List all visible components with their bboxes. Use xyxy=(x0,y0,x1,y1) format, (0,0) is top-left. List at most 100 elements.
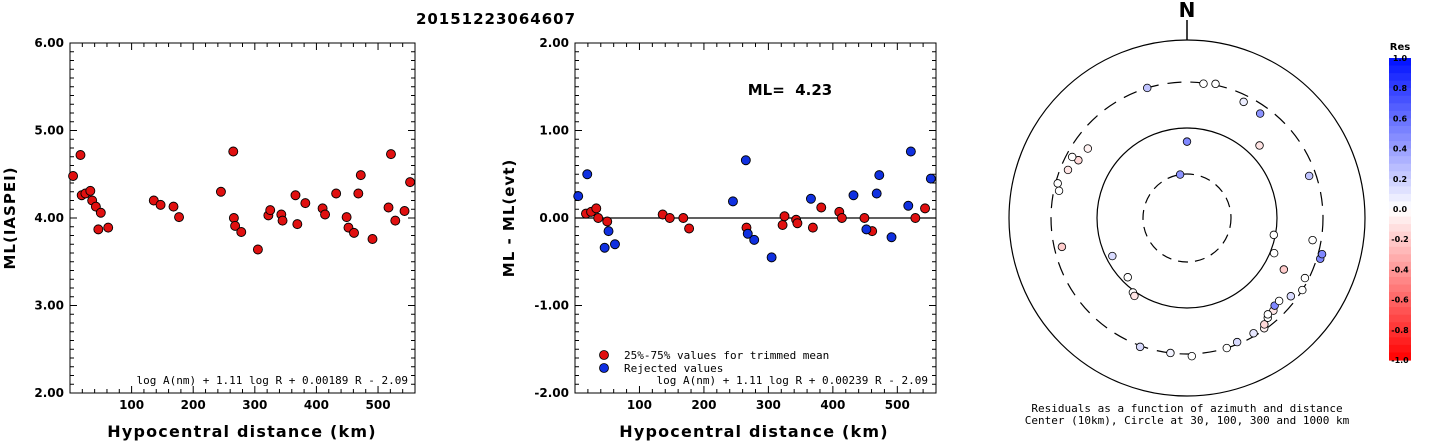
tick-layer: 100 200 300 400 500 -2.00 -1.00 0.00 1.00 2.00 xyxy=(534,36,937,412)
data-point xyxy=(353,188,364,199)
points-layer xyxy=(573,146,936,263)
colorbar-title: Res xyxy=(1390,42,1410,53)
data-point xyxy=(290,190,301,201)
ml-annotation: ML= 4.23 xyxy=(748,81,833,99)
data-point xyxy=(93,224,104,235)
y-tick-label: 1.00 xyxy=(539,124,569,138)
station-point xyxy=(1182,137,1192,146)
data-point-rejected xyxy=(861,224,872,235)
data-point xyxy=(168,201,179,212)
station-point xyxy=(1249,329,1258,338)
data-point xyxy=(405,177,416,188)
colorbar: 1.0 0.8 0.6 0.4 0.2 0.0 -0.2 -0.4 -0.6 -0.8 -1.0 xyxy=(1389,54,1411,365)
data-point xyxy=(68,171,79,181)
x-tick-label: 300 xyxy=(756,398,781,412)
data-point-rejected xyxy=(603,226,614,237)
colorbar-swatch xyxy=(1389,156,1411,165)
station-point xyxy=(1068,152,1077,162)
station-point xyxy=(1255,109,1265,118)
data-point-rejected xyxy=(599,242,610,253)
x-tick-label: 100 xyxy=(627,398,652,412)
x-axis-label: Hypocentral distance (km) xyxy=(619,422,889,441)
data-point xyxy=(215,186,226,197)
data-point-trimmed xyxy=(779,211,790,222)
data-point-rejected xyxy=(573,191,584,202)
station-point xyxy=(1279,265,1289,274)
data-point-trimmed xyxy=(859,213,870,223)
data-point xyxy=(300,198,311,209)
chart-residual-map: N Residuals as a function of azimuth and… xyxy=(1008,0,1411,427)
data-point xyxy=(386,149,396,160)
x-tick-label: 400 xyxy=(304,398,329,412)
y-axis-label: ML(IASPEI) xyxy=(1,166,19,269)
data-point-trimmed xyxy=(593,213,604,223)
station-point xyxy=(1300,273,1310,283)
data-point-rejected xyxy=(582,169,593,180)
station-point xyxy=(1199,79,1208,88)
colorbar-tick-label: 0.8 xyxy=(1393,84,1408,93)
colorbar-swatch xyxy=(1389,322,1411,331)
ring-1000km xyxy=(1008,39,1366,397)
y-tick-label: 4.00 xyxy=(34,211,64,225)
station-point xyxy=(1057,242,1067,252)
colorbar-swatch xyxy=(1389,88,1411,97)
colorbar-swatch xyxy=(1389,337,1411,346)
colorbar-swatch xyxy=(1389,141,1411,150)
points-layer xyxy=(1053,79,1327,361)
data-point-rejected xyxy=(749,234,760,245)
plot-frame xyxy=(69,42,416,394)
y-axis-label: ML - ML(evt) xyxy=(500,159,518,277)
station-point xyxy=(1260,320,1269,329)
y-tick-label: -1.00 xyxy=(534,299,569,313)
station-point xyxy=(1123,273,1132,282)
points-layer xyxy=(68,146,416,255)
colorbar-tick-label: 0.0 xyxy=(1393,205,1408,214)
colorbar-swatch xyxy=(1389,186,1411,195)
station-point xyxy=(1304,171,1314,181)
y-tick-label: -2.00 xyxy=(534,386,569,400)
data-point-trimmed xyxy=(836,213,847,223)
data-point xyxy=(349,227,359,238)
tick-layer: 100 200 300 400 500 2.00 3.00 4.00 5.00 6.00 xyxy=(34,36,416,412)
station-point xyxy=(1143,83,1152,93)
data-point xyxy=(277,215,288,226)
colorbar-swatch xyxy=(1389,352,1411,361)
data-point xyxy=(174,212,184,223)
data-point-trimmed xyxy=(684,223,695,234)
formula-text: log A(nm) + 1.11 log R + 0.00189 R - 2.0… xyxy=(136,374,408,387)
data-point-rejected xyxy=(848,190,859,201)
colorbar-swatch xyxy=(1389,246,1411,255)
colorbar-tick-label: -0.8 xyxy=(1391,326,1409,335)
data-point xyxy=(230,220,241,231)
station-point xyxy=(1054,186,1064,196)
data-point xyxy=(85,185,96,196)
colorbar-swatch xyxy=(1389,224,1411,233)
colorbar-swatch xyxy=(1389,216,1411,225)
y-tick-label: 3.00 xyxy=(34,299,64,313)
data-point xyxy=(103,222,114,233)
data-point-rejected xyxy=(905,146,916,157)
colorbar-swatch xyxy=(1389,103,1411,112)
colorbar-tick-label: 1.0 xyxy=(1393,54,1408,63)
colorbar-swatch xyxy=(1389,307,1411,316)
data-point-trimmed xyxy=(910,213,921,223)
station-point xyxy=(1255,141,1264,150)
station-point xyxy=(1166,348,1175,358)
data-point-rejected xyxy=(727,196,738,207)
station-point xyxy=(1269,230,1279,240)
station-point xyxy=(1317,249,1327,259)
data-point-trimmed xyxy=(792,218,803,229)
station-point xyxy=(1175,170,1185,179)
caption-line-2: Center (10km), Circle at 30, 100, 300 an… xyxy=(1025,414,1350,427)
colorbar-swatch xyxy=(1389,65,1411,74)
colorbar-swatch xyxy=(1389,163,1411,172)
data-point xyxy=(75,150,86,160)
colorbar-swatch xyxy=(1389,209,1411,218)
data-point-trimmed xyxy=(777,220,788,230)
station-point xyxy=(1274,296,1284,306)
data-point-rejected xyxy=(871,188,882,199)
colorbar-swatch xyxy=(1389,254,1411,263)
colorbar-tick-label: -0.2 xyxy=(1391,235,1409,244)
colorbar-swatch xyxy=(1389,148,1411,157)
colorbar-swatch xyxy=(1389,95,1411,104)
